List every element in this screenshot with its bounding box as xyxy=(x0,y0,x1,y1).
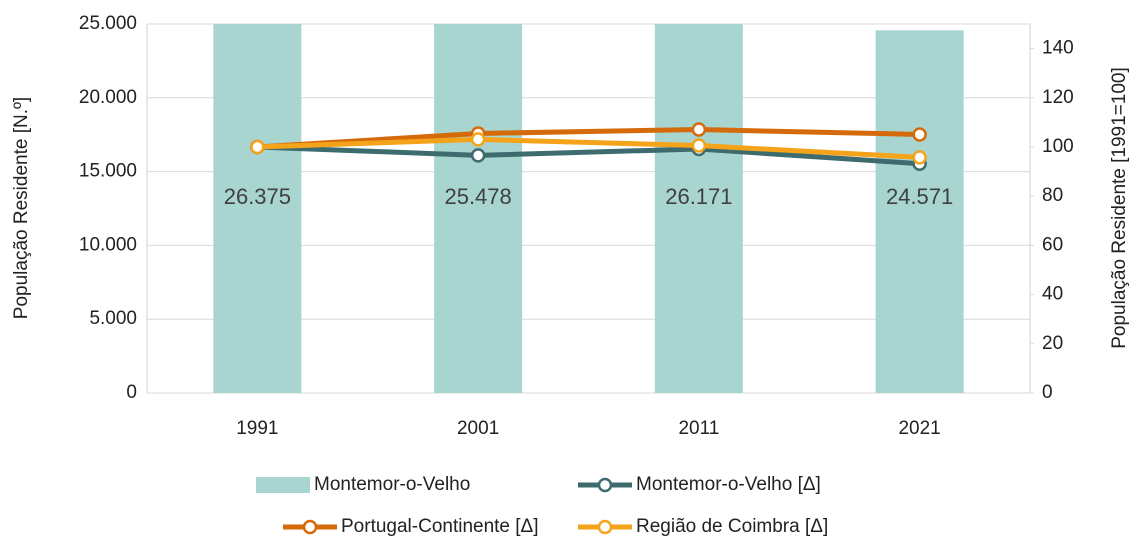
y2-tick-label: 100 xyxy=(1042,136,1074,157)
marker xyxy=(691,138,707,153)
value-label: 26.375 xyxy=(224,184,291,209)
line xyxy=(257,127,920,150)
legend-swatch xyxy=(256,477,310,493)
line xyxy=(257,144,920,167)
value-label: 24.571 xyxy=(886,184,953,209)
marker xyxy=(470,148,486,163)
x-tick-label: 2011 xyxy=(678,418,719,439)
marker xyxy=(470,132,486,147)
y-tick-label: 5.000 xyxy=(89,308,137,329)
line xyxy=(257,136,920,160)
y-tick-label: 20.000 xyxy=(79,87,137,108)
bar xyxy=(875,30,964,393)
value-label: 26.171 xyxy=(665,184,732,209)
legend-label: Montemor-o-Velho xyxy=(314,474,470,495)
marker xyxy=(250,139,265,155)
legend-marker xyxy=(597,477,613,493)
x-tick-label: 2001 xyxy=(457,418,499,439)
x-tick-label: 2021 xyxy=(898,418,940,439)
y-axis-title: População Residente [N.º] xyxy=(11,97,32,319)
marker xyxy=(912,150,927,165)
y2-tick-label: 20 xyxy=(1042,333,1063,354)
bar xyxy=(434,24,523,393)
y2-tick-label: 120 xyxy=(1042,87,1074,108)
y2-tick-label: 140 xyxy=(1042,38,1074,59)
y2-tick-label: 40 xyxy=(1042,284,1063,305)
y2-tick-label: 60 xyxy=(1042,234,1063,255)
marker xyxy=(912,127,927,142)
y2-tick-label: 0 xyxy=(1042,382,1053,403)
y-tick-label: 0 xyxy=(126,382,137,403)
legend-label: Portugal-Continente [Δ] xyxy=(341,516,539,537)
legend-label: Região de Coimbra [Δ] xyxy=(636,516,828,537)
y-tick-label: 15.000 xyxy=(79,161,137,182)
x-tick-label: 1991 xyxy=(236,418,278,439)
y-tick-label: 10.000 xyxy=(79,234,137,255)
bar xyxy=(654,24,743,393)
y2-tick-label: 80 xyxy=(1042,185,1063,206)
bars xyxy=(213,24,964,393)
y-tick-label: 25.000 xyxy=(79,13,137,34)
value-label: 25.478 xyxy=(444,184,511,209)
legend-marker xyxy=(597,519,613,535)
y2-axis-title: População Residente [1991=100] xyxy=(1109,67,1130,349)
legend-marker xyxy=(302,519,318,535)
legend-label: Montemor-o-Velho [Δ] xyxy=(636,474,821,495)
bar xyxy=(213,24,302,393)
marker xyxy=(691,122,707,137)
